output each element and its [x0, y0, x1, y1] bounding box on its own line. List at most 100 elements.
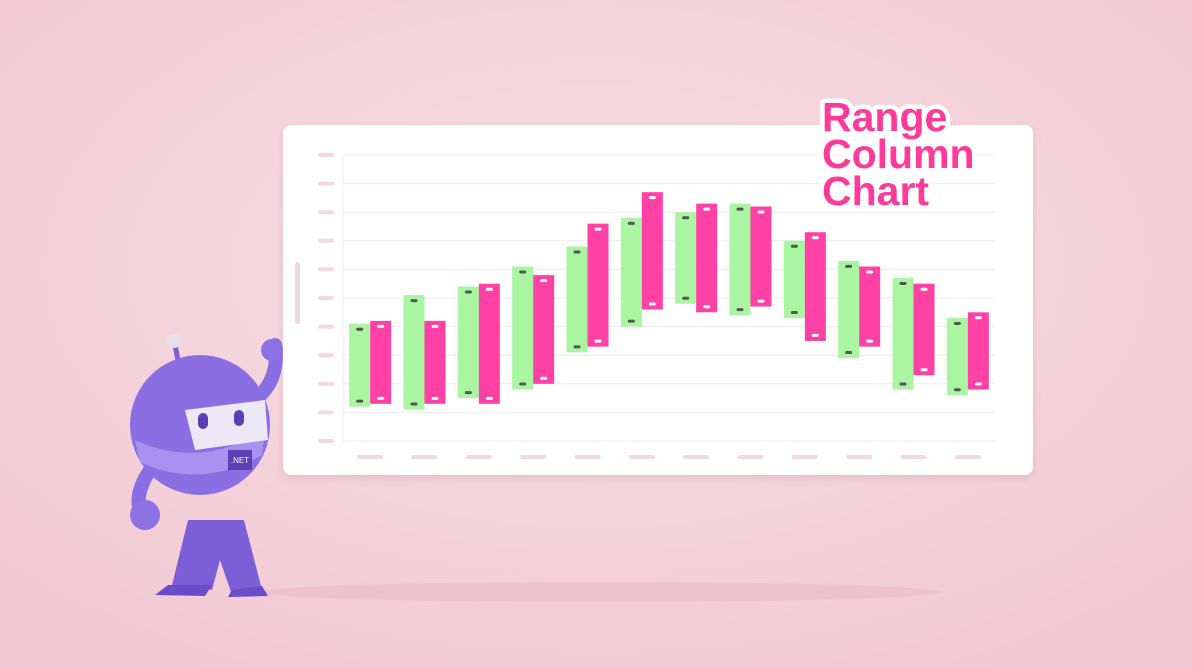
y-tick-placeholder [318, 410, 334, 415]
y-tick-placeholder [318, 439, 334, 443]
high-marker [627, 221, 635, 225]
y-tick-placeholder [318, 353, 334, 358]
range-bar [859, 266, 881, 347]
x-tick-placeholder [357, 455, 384, 459]
y-tick-placeholder [318, 381, 334, 386]
low-marker [953, 388, 961, 392]
low-marker [485, 396, 493, 400]
range-bar [620, 217, 642, 327]
range-bar [892, 277, 914, 390]
high-marker [594, 227, 602, 231]
high-marker [519, 270, 527, 274]
low-marker [594, 339, 602, 343]
range-bar [478, 283, 500, 404]
title-line: Column [822, 131, 975, 177]
range-bar [946, 318, 968, 396]
low-marker [540, 376, 548, 380]
high-marker [540, 279, 548, 283]
y-tick-placeholder [318, 296, 334, 300]
x-tick-placeholder [520, 455, 547, 459]
range-bar [403, 295, 425, 410]
badge: .NET [231, 456, 249, 465]
low-marker [703, 305, 711, 309]
range-bar [913, 283, 935, 376]
low-marker [410, 402, 418, 406]
high-marker [920, 287, 928, 291]
range-bar [457, 286, 479, 399]
y-tick-placeholder [318, 238, 334, 243]
range-bar [566, 246, 588, 353]
high-marker [866, 270, 874, 274]
high-marker [757, 210, 765, 214]
high-marker [845, 264, 853, 268]
high-marker [974, 316, 982, 320]
high-marker [573, 250, 581, 254]
x-tick-placeholder [737, 455, 764, 459]
low-marker [627, 319, 635, 323]
low-marker [356, 399, 364, 403]
low-marker [431, 396, 439, 400]
low-marker [899, 382, 907, 386]
high-marker [682, 216, 690, 220]
range-bar [512, 266, 534, 390]
scrollbar [295, 262, 300, 324]
high-marker [703, 207, 711, 211]
x-tick-placeholder [791, 455, 818, 459]
x-tick-placeholder [954, 455, 981, 459]
low-marker [866, 339, 874, 343]
low-marker [790, 311, 798, 315]
y-tick-placeholder [318, 324, 334, 329]
plot [318, 153, 995, 459]
low-marker [519, 382, 527, 386]
low-marker [757, 299, 765, 303]
robot: .NET [130, 334, 283, 597]
floor-shadow [260, 582, 940, 602]
low-marker [682, 296, 690, 300]
high-marker [431, 324, 439, 328]
range-bar [349, 323, 371, 407]
high-marker [648, 196, 656, 200]
x-tick-placeholder [628, 455, 655, 459]
y-tick-placeholder [318, 267, 334, 272]
range-bar [783, 240, 805, 319]
high-marker [464, 290, 472, 294]
range-bar [675, 212, 697, 304]
range-bar [804, 232, 826, 341]
range-bar [967, 312, 989, 390]
y-tick-placeholder [318, 153, 334, 157]
x-tick-placeholder [683, 455, 710, 459]
x-tick-placeholder [465, 455, 492, 459]
x-tick-placeholder [900, 455, 927, 459]
high-marker [485, 287, 493, 291]
range-bar [370, 320, 392, 404]
high-marker [356, 327, 364, 331]
range-bar [838, 260, 860, 359]
low-marker [920, 368, 928, 372]
range-bar [641, 192, 663, 310]
low-marker [648, 302, 656, 306]
high-marker [899, 281, 907, 285]
low-marker [464, 391, 472, 395]
low-marker [573, 345, 581, 349]
low-marker [811, 333, 819, 337]
high-marker [953, 322, 961, 326]
y-tick-placeholder [318, 181, 334, 186]
range-bar [696, 203, 718, 313]
low-marker [377, 396, 385, 400]
x-tick-placeholder [574, 455, 601, 459]
range-bar [750, 206, 772, 307]
low-marker [736, 308, 744, 312]
range-bar [729, 203, 751, 316]
high-marker [736, 207, 744, 211]
high-marker [790, 244, 798, 248]
high-marker [410, 299, 418, 303]
y-tick-placeholder [318, 210, 334, 215]
title-line: Range [822, 94, 947, 140]
x-tick-placeholder [411, 455, 438, 459]
range-bar [587, 223, 609, 347]
low-marker [974, 382, 982, 386]
range-bar [424, 320, 446, 404]
